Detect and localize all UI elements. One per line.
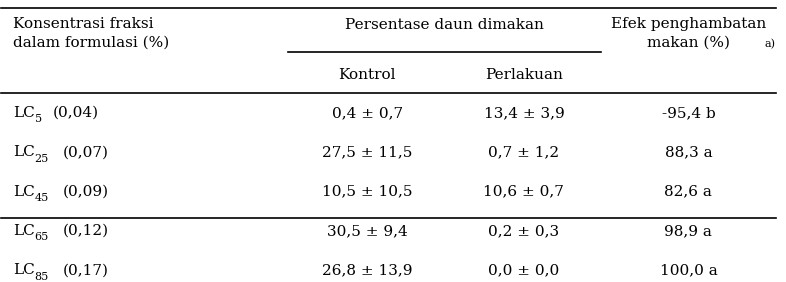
Text: 13,4 ± 3,9: 13,4 ± 3,9 <box>483 106 564 120</box>
Text: 0,4 ± 0,7: 0,4 ± 0,7 <box>332 106 402 120</box>
Text: 30,5 ± 9,4: 30,5 ± 9,4 <box>327 224 407 238</box>
Text: 26,8 ± 13,9: 26,8 ± 13,9 <box>322 263 413 277</box>
Text: -95,4 b: -95,4 b <box>662 106 715 120</box>
Text: 100,0 a: 100,0 a <box>659 263 718 277</box>
Text: 88,3 a: 88,3 a <box>665 145 712 159</box>
Text: LC: LC <box>13 224 35 238</box>
Text: Persentase daun dimakan: Persentase daun dimakan <box>345 17 544 32</box>
Text: 0,0 ± 0,0: 0,0 ± 0,0 <box>488 263 560 277</box>
Text: (0,17): (0,17) <box>63 263 108 277</box>
Text: 10,5 ± 10,5: 10,5 ± 10,5 <box>322 185 413 199</box>
Text: 82,6 a: 82,6 a <box>664 185 712 199</box>
Text: 65: 65 <box>35 232 49 242</box>
Text: (0,12): (0,12) <box>63 224 108 238</box>
Text: 10,6 ± 0,7: 10,6 ± 0,7 <box>483 185 564 199</box>
Text: 25: 25 <box>35 153 49 164</box>
Text: LC: LC <box>13 263 35 277</box>
Text: (0,04): (0,04) <box>53 106 98 120</box>
Text: LC: LC <box>13 185 35 199</box>
Text: a): a) <box>764 39 775 49</box>
Text: 98,9 a: 98,9 a <box>664 224 712 238</box>
Text: Efek penghambatan
makan (%): Efek penghambatan makan (%) <box>611 17 766 50</box>
Text: LC: LC <box>13 106 35 120</box>
Text: 0,2 ± 0,3: 0,2 ± 0,3 <box>488 224 560 238</box>
Text: Perlakuan: Perlakuan <box>485 69 563 82</box>
Text: 85: 85 <box>35 272 49 281</box>
Text: 45: 45 <box>35 193 49 203</box>
Text: LC: LC <box>13 145 35 159</box>
Text: (0,09): (0,09) <box>63 185 108 199</box>
Text: 27,5 ± 11,5: 27,5 ± 11,5 <box>322 145 413 159</box>
Text: 0,7 ± 1,2: 0,7 ± 1,2 <box>488 145 560 159</box>
Text: Konsentrasi fraksi
dalam formulasi (%): Konsentrasi fraksi dalam formulasi (%) <box>13 17 169 50</box>
Text: (0,07): (0,07) <box>63 145 108 159</box>
Text: 5: 5 <box>35 114 42 124</box>
Text: Kontrol: Kontrol <box>339 69 396 82</box>
